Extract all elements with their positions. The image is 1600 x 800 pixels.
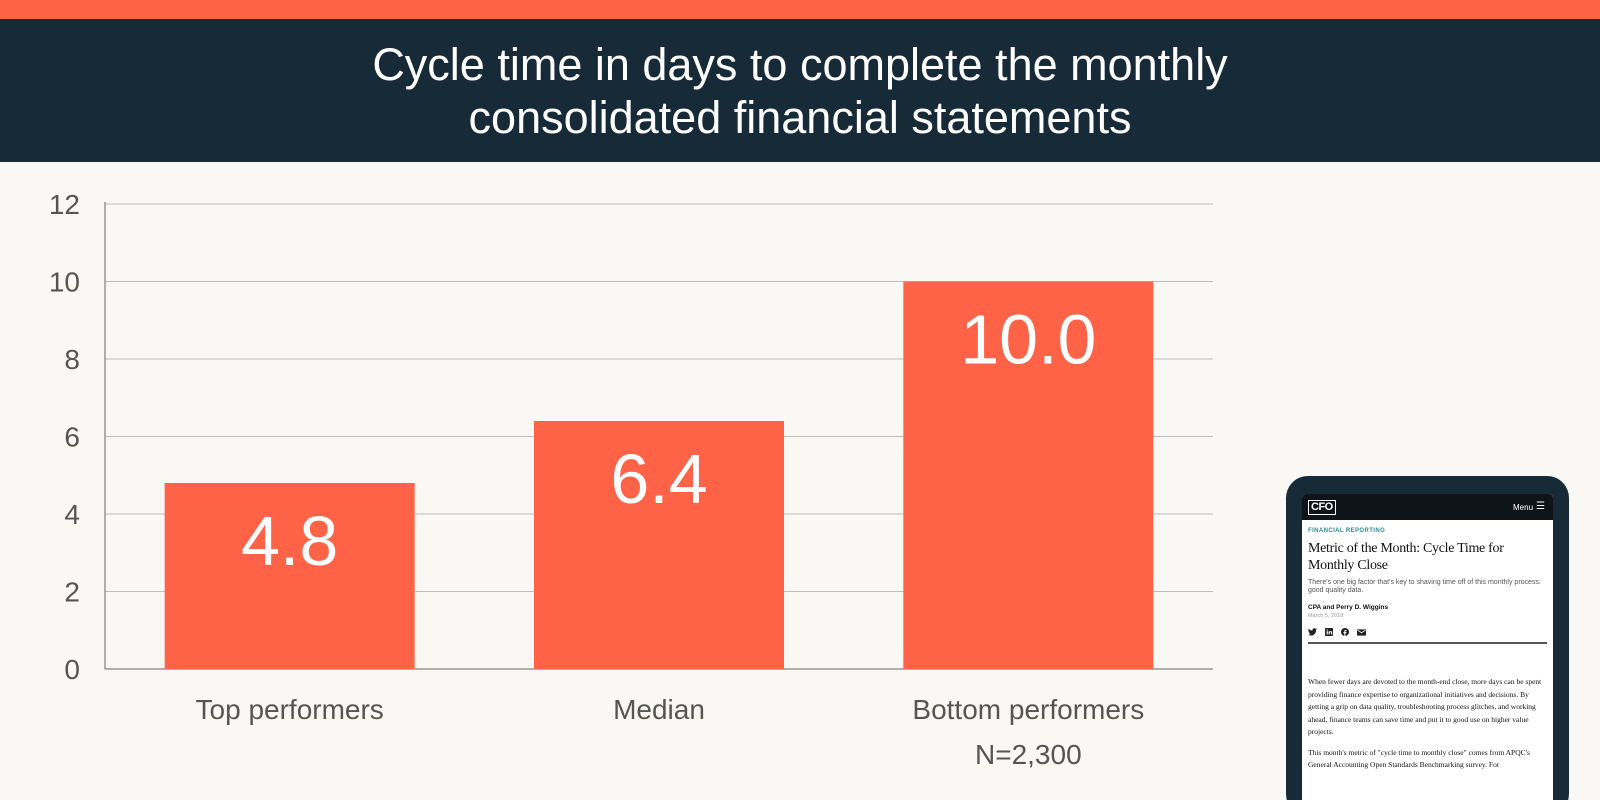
- menu-label: Menu: [1513, 502, 1534, 512]
- linkedin-icon[interactable]: [1325, 628, 1333, 636]
- article-title: Metric of the Month: Cycle Time for Mont…: [1308, 541, 1504, 573]
- article-paragraph: This month's metric of "cycle time to mo…: [1308, 747, 1530, 770]
- article-paragraph: When fewer days are devoted to the month…: [1308, 677, 1542, 736]
- cfo-logo[interactable]: CFO: [1308, 499, 1336, 515]
- y-tick-label: 2: [64, 577, 80, 608]
- bar: [534, 421, 784, 669]
- bar-value-label: 6.4: [610, 440, 707, 518]
- bar-value-label: 10.0: [960, 301, 1096, 379]
- phone-screen: CFO Menu ☰ FINANCIAL REPORTING Metric of…: [1302, 494, 1553, 800]
- y-tick-label: 6: [64, 422, 80, 453]
- x-tick-label: Bottom performers: [912, 694, 1144, 725]
- email-icon[interactable]: [1357, 628, 1366, 636]
- hamburger-icon: ☰: [1536, 501, 1545, 512]
- bar: [903, 281, 1154, 669]
- bar: [164, 483, 415, 669]
- bar-value-label: 4.8: [241, 502, 338, 580]
- article: FINANCIAL REPORTING Metric of the Month:…: [1302, 520, 1553, 772]
- twitter-icon[interactable]: [1308, 628, 1317, 636]
- y-tick-label: 8: [64, 344, 80, 375]
- facebook-icon[interactable]: [1341, 628, 1349, 636]
- chart-header: Cycle time in days to complete the month…: [0, 19, 1600, 162]
- accent-bar: [0, 0, 1600, 19]
- x-tick-label: Median: [613, 694, 705, 725]
- site-topbar: CFO Menu ☰: [1302, 494, 1553, 520]
- article-dek: There's one big factor that's key to sha…: [1308, 579, 1541, 594]
- sample-size-note: N=2,300: [975, 739, 1082, 770]
- article-kicker[interactable]: FINANCIAL REPORTING: [1308, 528, 1386, 534]
- menu-button[interactable]: Menu ☰: [1513, 502, 1545, 512]
- x-tick-label: Top performers: [196, 694, 384, 725]
- y-tick-label: 0: [64, 654, 80, 685]
- y-tick-label: 12: [49, 189, 80, 220]
- divider: [1308, 642, 1547, 644]
- y-tick-label: 10: [49, 267, 80, 298]
- share-icons: [1308, 628, 1547, 636]
- phone-mockup: CFO Menu ☰ FINANCIAL REPORTING Metric of…: [1286, 476, 1569, 800]
- article-date: March 5, 2018: [1308, 613, 1344, 619]
- y-tick-label: 4: [64, 499, 80, 530]
- bar-chart: 0 2 4 6 8 10 12 4.8 Top performers 6.4 Median 10.0 B…: [49, 189, 1213, 770]
- chart-title: Cycle time in days to complete the month…: [372, 38, 1228, 143]
- article-byline[interactable]: CPA and Perry D. Wiggins: [1308, 604, 1389, 611]
